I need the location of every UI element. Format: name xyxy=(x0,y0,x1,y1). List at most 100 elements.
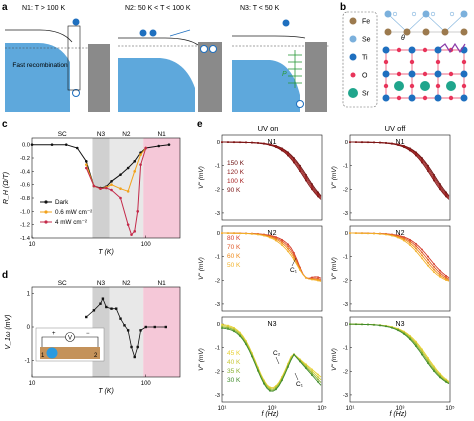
e-point xyxy=(385,325,387,328)
region-n2 xyxy=(109,138,144,238)
o-atom xyxy=(409,59,415,65)
sr-atom xyxy=(420,81,430,91)
inset-device: V + − 1 2 xyxy=(35,327,105,362)
e-point xyxy=(349,141,351,144)
e-ytick: 0 xyxy=(217,231,220,237)
e-ytick: -1 xyxy=(215,255,220,261)
e-point xyxy=(379,324,381,327)
c-point xyxy=(110,183,113,186)
n3-band xyxy=(232,60,300,112)
e-point xyxy=(427,261,429,264)
ti-atom xyxy=(408,46,416,54)
o-atom xyxy=(422,95,428,101)
d-ytick: -1 xyxy=(25,358,31,364)
c-point xyxy=(133,160,137,163)
e-point xyxy=(403,333,405,335)
c-legend-1: 0.6 mW cm⁻² xyxy=(55,209,92,216)
annot-c1-n2: C₁ xyxy=(290,267,298,274)
d-region-n1 xyxy=(143,287,180,377)
n2-electron-1 xyxy=(139,29,147,37)
d-xtick: 100 xyxy=(141,381,152,387)
atom-legend: Fe Se Ti O Sr xyxy=(348,17,371,98)
se-site xyxy=(430,11,436,17)
c-point xyxy=(99,187,102,190)
e-point xyxy=(227,328,229,330)
n1-cb xyxy=(5,29,73,43)
e-point xyxy=(293,254,295,256)
d-point xyxy=(164,325,167,329)
legend-label-fe: Fe xyxy=(362,19,370,26)
e-point xyxy=(409,240,411,243)
e-temp-label: 80 K xyxy=(227,235,241,242)
panel-e: e UV on UV off N1 0 -1 -2 -3 150 K 120 K 100 K 9… xyxy=(197,119,455,418)
e-point xyxy=(317,195,319,198)
e-ylabel-right: V'' (mV) xyxy=(331,348,338,371)
ti-atom xyxy=(382,94,390,102)
e-point xyxy=(355,232,357,235)
e-row-title: N3 xyxy=(396,321,405,328)
n2-title: N2: 50 K < T < 100 K xyxy=(125,5,191,12)
e-point xyxy=(281,242,283,244)
e-xtick: 10⁵ xyxy=(445,405,455,412)
e-point xyxy=(287,245,289,248)
d-point xyxy=(101,297,105,300)
se-site xyxy=(449,11,455,17)
fe-atom xyxy=(441,28,449,36)
e-ytick: -3 xyxy=(343,393,348,399)
e-curve xyxy=(221,325,322,390)
e-point xyxy=(403,239,405,242)
e-point xyxy=(305,367,307,370)
c-point xyxy=(64,143,68,146)
e-point xyxy=(275,388,277,391)
c-point xyxy=(157,144,161,148)
annot-c2: C₂ xyxy=(273,350,281,357)
e-row-title: N2 xyxy=(396,230,405,237)
e-point xyxy=(293,353,295,356)
sr-atom xyxy=(394,81,404,91)
e-point xyxy=(251,233,253,235)
panel-a-label: a xyxy=(2,2,8,13)
e-point xyxy=(355,323,357,326)
n2-arrow xyxy=(169,29,191,37)
e-point xyxy=(397,236,399,239)
e-point xyxy=(245,232,247,235)
o-atom xyxy=(435,83,441,89)
e-point xyxy=(311,374,313,376)
o-atom xyxy=(409,83,415,89)
e-ylabel-right: V'' (mV) xyxy=(331,257,338,280)
e-point xyxy=(445,195,447,198)
e-point xyxy=(275,146,277,149)
e-point xyxy=(409,238,411,241)
e-temp-label: 50 K xyxy=(227,262,241,269)
panel-b: b Fe Se Ti O Sr θ xyxy=(340,2,468,108)
legend-label-ti: Ti xyxy=(362,55,368,62)
e-xtick: 10³ xyxy=(268,406,277,412)
c-point xyxy=(144,146,148,150)
c-ytick: 0.0 xyxy=(22,143,30,149)
e-point xyxy=(287,243,289,246)
c-series-0 xyxy=(32,144,170,189)
e-curve xyxy=(222,232,322,282)
e-point xyxy=(361,232,363,235)
e-point xyxy=(287,250,289,253)
e-point xyxy=(439,274,441,276)
d-point xyxy=(123,324,126,327)
e-curve xyxy=(350,141,450,200)
o-atom xyxy=(448,95,454,101)
e-point xyxy=(227,141,229,144)
col-title-uv-off: UV off xyxy=(385,124,407,133)
n1-substrate xyxy=(88,44,110,112)
e-ytick: -2 xyxy=(215,278,220,284)
e-point xyxy=(275,239,277,242)
e-point xyxy=(311,372,313,375)
e-point xyxy=(445,274,447,277)
d-region-label-n2: N2 xyxy=(122,280,131,287)
e-row-title: N1 xyxy=(268,139,277,146)
e-point xyxy=(245,343,247,346)
c-ytick: -0.4 xyxy=(20,169,31,175)
e-ylabel: V'' (mV) xyxy=(198,166,205,189)
legend-atom-o xyxy=(350,72,356,78)
c-ytick: -0.2 xyxy=(20,156,30,162)
c-point xyxy=(167,143,171,146)
